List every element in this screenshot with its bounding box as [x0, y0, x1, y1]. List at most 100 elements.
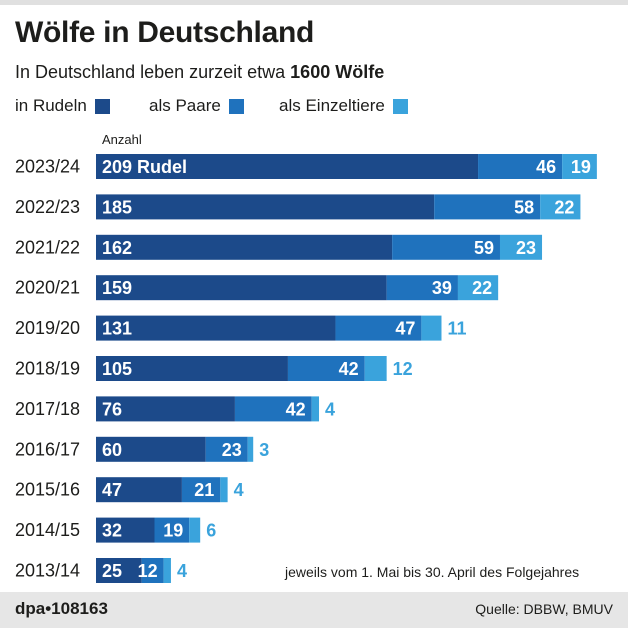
legend-label-einzel: als Einzeltiere	[279, 96, 385, 115]
value-label-rudel: 60	[102, 440, 122, 460]
bar-row-2015-16: 2015/16 47 21 4	[15, 477, 244, 503]
value-label-einzel: 3	[259, 440, 269, 460]
value-label-paare: 19	[163, 521, 183, 541]
value-label-rudel: 162	[102, 238, 132, 258]
value-label-rudel: 105	[102, 359, 132, 379]
bar-segment-paare	[478, 154, 563, 179]
dpa-id: dpa•108163	[15, 599, 108, 618]
year-label: 2017/18	[15, 399, 80, 419]
value-label-einzel: 12	[393, 359, 413, 379]
value-label-rudel: 76	[102, 399, 122, 419]
value-label-einzel: 22	[554, 197, 574, 217]
bar-segment-rudel	[96, 194, 435, 220]
value-label-rudel: 131	[102, 319, 132, 339]
value-label-einzel: 6	[206, 521, 216, 541]
bar-segment-paare	[181, 477, 221, 503]
bar-segment-paare	[234, 396, 312, 422]
bar-segment-paare	[287, 356, 365, 381]
value-label-rudel: 25	[102, 561, 122, 581]
value-label-rudel: 209 Rudel	[102, 157, 187, 177]
legend-label-rudel: in Rudeln	[15, 96, 87, 115]
value-label-einzel: 4	[234, 480, 244, 500]
bar-row-2014-15: 2014/15 32 19 6	[15, 517, 216, 543]
legend-swatch-einzel	[392, 98, 408, 114]
legend-swatch-rudel	[94, 98, 110, 114]
chart-subtitle: In Deutschland leben zurzeit etwa 1600 W…	[15, 62, 384, 83]
bar-segment-einzel	[247, 436, 254, 462]
bar-segment-paare	[141, 558, 164, 583]
bar-segment-rudel	[96, 154, 479, 179]
bar-segment-einzel	[220, 477, 228, 503]
year-label: 2014/15	[15, 520, 80, 540]
bar-segment-einzel	[189, 517, 201, 543]
bar-row-2020-21: 2020/21 159 39 22	[15, 275, 499, 301]
bar-segment-einzel	[311, 396, 320, 422]
bar-segment-rudel	[96, 396, 235, 422]
year-label: 2021/22	[15, 237, 80, 257]
value-label-paare: 39	[432, 278, 452, 298]
value-label-einzel: 4	[325, 399, 335, 419]
bar-segment-rudel	[96, 315, 336, 341]
value-label-einzel: 19	[571, 157, 591, 177]
bar-segment-rudel	[96, 234, 393, 260]
bar-row-2018-19: 2018/19 105 42 12	[15, 356, 413, 381]
bar-segment-rudel	[96, 477, 182, 503]
bar-row-2022-23: 2022/23 185 58 22	[15, 194, 581, 220]
bar-segment-rudel	[96, 275, 387, 301]
bar-segment-paare	[205, 436, 248, 462]
year-label: 2016/17	[15, 439, 80, 459]
bar-segment-rudel	[96, 558, 142, 583]
footnote: jeweils vom 1. Mai bis 30. April des Fol…	[285, 564, 580, 580]
bar-segment-rudel	[96, 436, 206, 462]
bar-segment-einzel	[540, 194, 581, 220]
bar-segment-einzel	[163, 558, 171, 583]
value-label-paare: 42	[286, 399, 306, 419]
value-label-einzel: 4	[177, 561, 187, 581]
bar-segment-einzel	[562, 154, 597, 179]
legend-item-paare: als Paare	[149, 96, 244, 116]
footer-bar: dpa•108163 Quelle: DBBW, BMUV	[0, 592, 628, 628]
bar-segment-paare	[386, 275, 458, 301]
bar-segment-rudel	[96, 517, 155, 543]
bar-segment-rudel	[96, 356, 288, 381]
year-label: 2019/20	[15, 318, 80, 338]
value-label-paare: 47	[395, 319, 415, 339]
value-label-rudel: 159	[102, 278, 132, 298]
legend-swatch-paare	[228, 98, 244, 114]
value-label-einzel: 11	[447, 319, 466, 339]
bar-segment-einzel	[499, 234, 543, 260]
legend-label-paare: als Paare	[149, 96, 221, 115]
year-label: 2015/16	[15, 480, 80, 500]
year-label: 2023/24	[15, 157, 80, 177]
value-label-paare: 46	[536, 157, 556, 177]
bar-row-2019-20: 2019/20 131 47 11	[15, 315, 467, 341]
bar-row-2016-17: 2016/17 60 23 3	[15, 436, 269, 462]
value-label-einzel: 23	[516, 238, 536, 258]
value-label-einzel: 22	[472, 278, 492, 298]
year-label: 2013/14	[15, 561, 80, 581]
year-label: 2018/19	[15, 359, 80, 379]
value-label-paare: 23	[222, 440, 242, 460]
value-label-paare: 58	[514, 197, 534, 217]
chart-title: Wölfe in Deutschland	[15, 16, 315, 49]
value-label-rudel: 47	[102, 480, 122, 500]
year-label: 2022/23	[15, 197, 80, 217]
bar-row-2023-24: 2023/24 209 Rudel 46 19	[15, 154, 597, 179]
year-label: 2020/21	[15, 278, 80, 298]
bar-segment-paare	[434, 194, 541, 220]
source-label: Quelle: DBBW, BMUV	[475, 601, 613, 617]
bar-segment-paare	[154, 517, 190, 543]
legend-item-einzel: als Einzeltiere	[279, 96, 408, 116]
value-label-paare: 59	[474, 238, 494, 258]
axis-label: Anzahl	[102, 132, 142, 147]
value-label-rudel: 32	[102, 521, 122, 541]
value-label-paare: 42	[339, 359, 359, 379]
bar-segment-einzel	[457, 275, 499, 301]
value-label-paare: 12	[138, 561, 158, 581]
bar-segment-einzel	[364, 356, 387, 381]
legend-item-rudel: in Rudeln	[15, 96, 110, 116]
bar-segment-einzel	[421, 315, 442, 341]
bar-segment-paare	[335, 315, 422, 341]
subtitle-bold: 1600 Wölfe	[290, 62, 385, 82]
